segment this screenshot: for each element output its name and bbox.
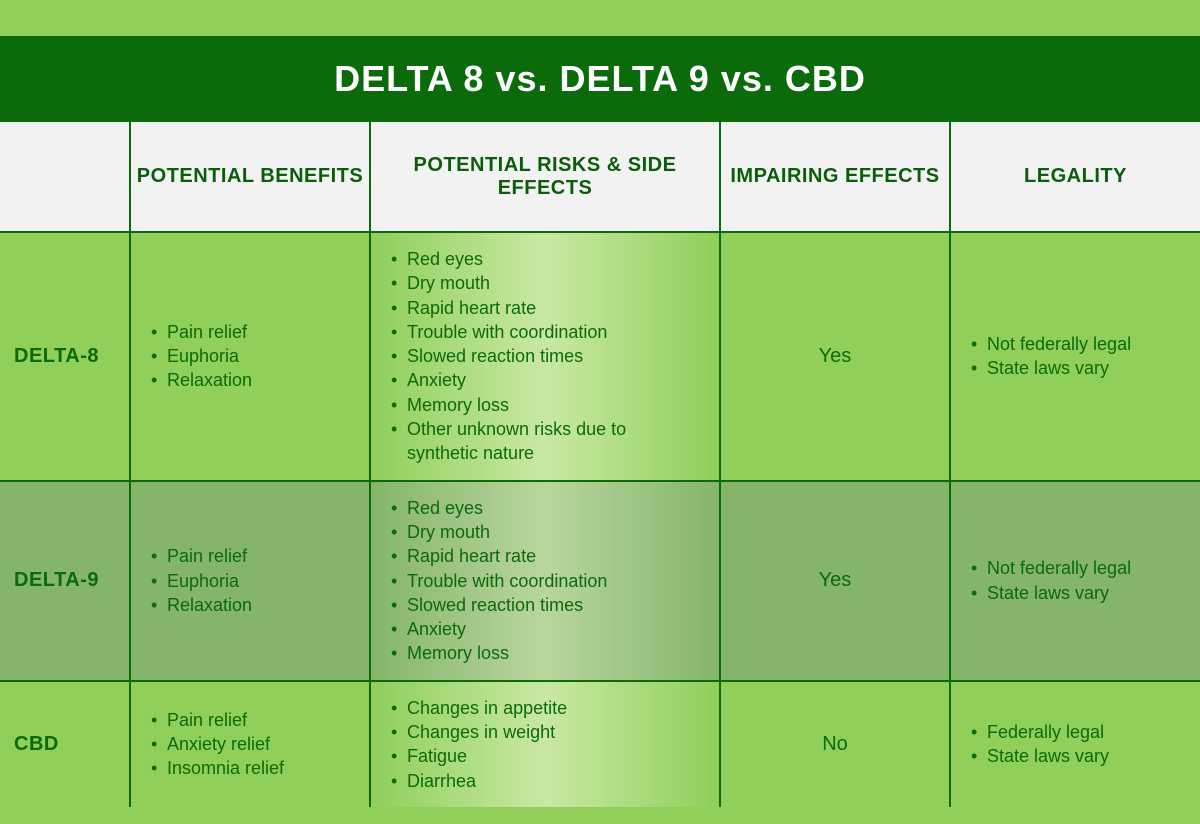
benefits-list: Pain reliefEuphoriaRelaxation	[151, 320, 349, 393]
list-item: Rapid heart rate	[391, 296, 699, 320]
list-item: Dry mouth	[391, 520, 699, 544]
cell-impairing: Yes	[720, 232, 950, 481]
list-item: Insomnia relief	[151, 756, 349, 780]
table-row: DELTA-8 Pain reliefEuphoriaRelaxation Red …	[0, 232, 1200, 481]
row-label: DELTA-9	[0, 481, 130, 681]
list-item: Changes in appetite	[391, 696, 699, 720]
list-item: Pain relief	[151, 320, 349, 344]
col-header-legality: LEGALITY	[950, 122, 1200, 232]
comparison-table: POTENTIAL BENEFITS POTENTIAL RISKS & SID…	[0, 122, 1200, 807]
list-item: Rapid heart rate	[391, 544, 699, 568]
list-item: Anxiety	[391, 368, 699, 392]
cell-impairing: No	[720, 681, 950, 807]
risks-list: Changes in appetiteChanges in weightFati…	[391, 696, 699, 793]
list-item: Trouble with coordination	[391, 569, 699, 593]
table-row: DELTA-9 Pain reliefEuphoriaRelaxation Red …	[0, 481, 1200, 681]
list-item: Fatigue	[391, 744, 699, 768]
cell-benefits: Pain reliefAnxiety reliefInsomnia relief	[130, 681, 370, 807]
benefits-list: Pain reliefEuphoriaRelaxation	[151, 544, 349, 617]
list-item: Relaxation	[151, 368, 349, 392]
list-item: Slowed reaction times	[391, 344, 699, 368]
list-item: State laws vary	[971, 581, 1180, 605]
risks-list: Red eyesDry mouthRapid heart rateTrouble…	[391, 496, 699, 666]
list-item: Federally legal	[971, 720, 1180, 744]
list-item: Euphoria	[151, 569, 349, 593]
cell-benefits: Pain reliefEuphoriaRelaxation	[130, 481, 370, 681]
title-bar: DELTA 8 vs. DELTA 9 vs. CBD	[0, 36, 1200, 122]
row-label: DELTA-8	[0, 232, 130, 481]
list-item: Diarrhea	[391, 769, 699, 793]
list-item: Red eyes	[391, 247, 699, 271]
col-header-blank	[0, 122, 130, 232]
list-item: Pain relief	[151, 544, 349, 568]
list-item: Memory loss	[391, 393, 699, 417]
list-item: Not federally legal	[971, 332, 1180, 356]
col-header-impairing: IMPAIRING EFFECTS	[720, 122, 950, 232]
table-header-row: POTENTIAL BENEFITS POTENTIAL RISKS & SID…	[0, 122, 1200, 232]
list-item: Pain relief	[151, 708, 349, 732]
cell-legality: Not federally legalState laws vary	[950, 481, 1200, 681]
page-title: DELTA 8 vs. DELTA 9 vs. CBD	[334, 58, 866, 100]
cell-legality: Federally legalState laws vary	[950, 681, 1200, 807]
cell-risks: Red eyesDry mouthRapid heart rateTrouble…	[370, 481, 720, 681]
table-body: DELTA-8Pain reliefEuphoriaRelaxationRed …	[0, 232, 1200, 807]
cell-legality: Not federally legalState laws vary	[950, 232, 1200, 481]
list-item: Other unknown risks due to synthetic nat…	[391, 417, 699, 466]
list-item: Anxiety relief	[151, 732, 349, 756]
legality-list: Not federally legalState laws vary	[971, 332, 1180, 381]
col-header-benefits: POTENTIAL BENEFITS	[130, 122, 370, 232]
top-strip	[0, 0, 1200, 36]
list-item: State laws vary	[971, 744, 1180, 768]
list-item: Relaxation	[151, 593, 349, 617]
benefits-list: Pain reliefAnxiety reliefInsomnia relief	[151, 708, 349, 781]
cell-risks: Changes in appetiteChanges in weightFati…	[370, 681, 720, 807]
list-item: Trouble with coordination	[391, 320, 699, 344]
list-item: Anxiety	[391, 617, 699, 641]
risks-list: Red eyesDry mouthRapid heart rateTrouble…	[391, 247, 699, 466]
col-header-risks: POTENTIAL RISKS & SIDE EFFECTS	[370, 122, 720, 232]
list-item: Dry mouth	[391, 271, 699, 295]
list-item: Euphoria	[151, 344, 349, 368]
row-label: CBD	[0, 681, 130, 807]
list-item: Memory loss	[391, 641, 699, 665]
legality-list: Federally legalState laws vary	[971, 720, 1180, 769]
list-item: Red eyes	[391, 496, 699, 520]
cell-benefits: Pain reliefEuphoriaRelaxation	[130, 232, 370, 481]
list-item: Changes in weight	[391, 720, 699, 744]
table-row: CBD Pain reliefAnxiety reliefInsomnia rel…	[0, 681, 1200, 807]
cell-risks: Red eyesDry mouthRapid heart rateTrouble…	[370, 232, 720, 481]
legality-list: Not federally legalState laws vary	[971, 556, 1180, 605]
list-item: Not federally legal	[971, 556, 1180, 580]
list-item: State laws vary	[971, 356, 1180, 380]
cell-impairing: Yes	[720, 481, 950, 681]
list-item: Slowed reaction times	[391, 593, 699, 617]
